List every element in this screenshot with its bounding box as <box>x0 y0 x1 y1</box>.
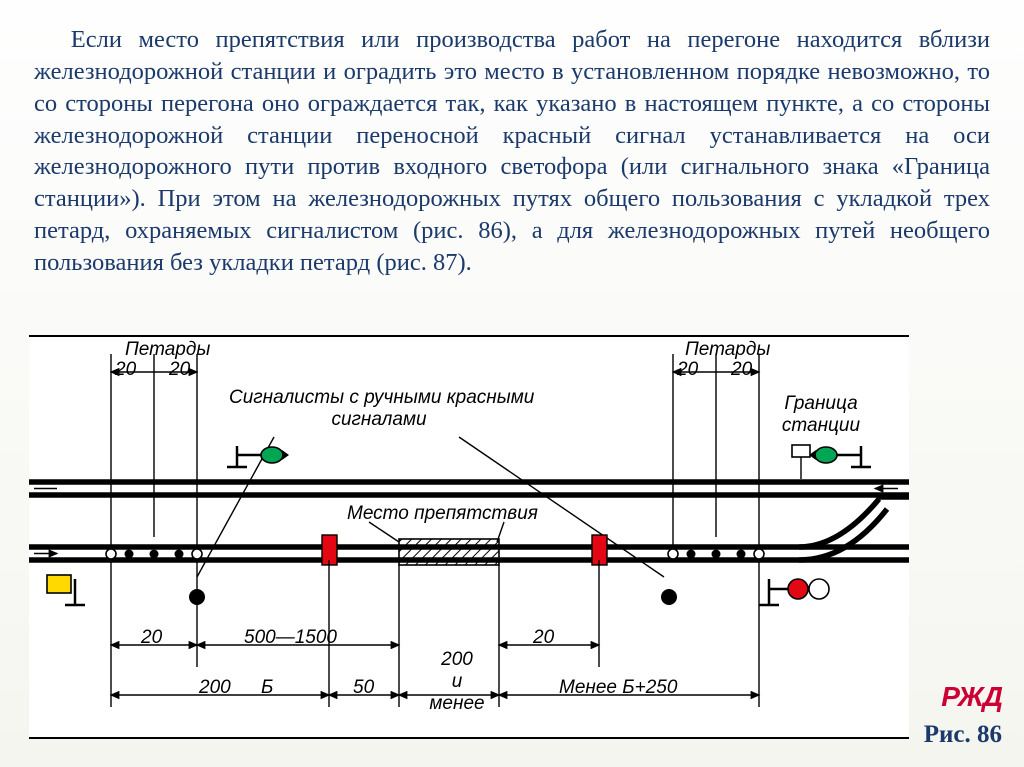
lbl-station-boundary: Граница станции <box>771 393 871 437</box>
slide: Если место препятствия или производства … <box>0 0 1024 767</box>
rzd-logo: РЖД <box>941 681 1002 713</box>
lbl-200: 200 <box>199 677 231 699</box>
lbl-20-6: 20 <box>533 627 554 649</box>
lbl-signalmen: Сигналисты с ручными красными сигналами <box>229 387 529 431</box>
lbl-petards-right: Петарды <box>685 339 770 361</box>
figure-caption: Рис. 86 <box>924 721 1002 749</box>
lbl-20-2: 20 <box>169 359 190 381</box>
lbl-B: Б <box>261 677 273 699</box>
lbl-lessB250: Менее Б+250 <box>559 677 677 699</box>
lbl-obstacle: Место препятствия <box>347 503 538 525</box>
paragraph: Если место препятствия или производства … <box>34 24 990 279</box>
lbl-20-5: 20 <box>141 627 162 649</box>
lbl-500-1500: 500—1500 <box>244 627 337 649</box>
lbl-20-1: 20 <box>115 359 136 381</box>
diagram: Петарды 20 20 Петарды 20 20 Сигналисты с… <box>29 335 909 739</box>
lbl-20-4: 20 <box>731 359 752 381</box>
lbl-200less: 200 и менее <box>427 649 487 715</box>
lbl-petards-left: Петарды <box>125 339 210 361</box>
lbl-50: 50 <box>353 677 374 699</box>
lbl-20-3: 20 <box>677 359 698 381</box>
